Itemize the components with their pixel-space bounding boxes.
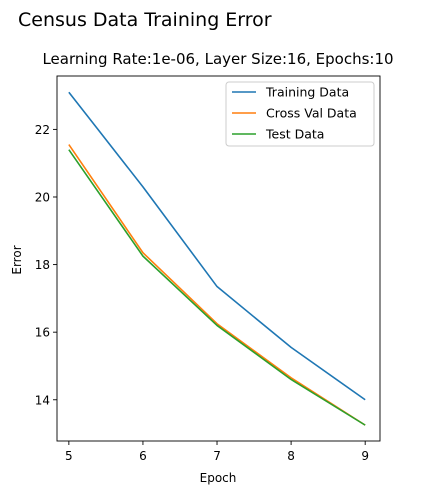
series-line-2 (68, 149, 366, 426)
series-line-0 (68, 91, 366, 401)
legend-box (225, 81, 375, 147)
x-tick-label-1: 6 (139, 449, 147, 463)
chart-suptitle: Census Data Training Error (18, 9, 272, 31)
x-tick-label-0: 5 (65, 449, 73, 463)
x-tick-label-3: 8 (287, 449, 295, 463)
chart-title: Learning Rate:1e-06, Layer Size:16, Epoc… (42, 50, 393, 68)
x-tick-label-2: 7 (213, 449, 221, 463)
legend-label-0: Training Data (265, 85, 349, 100)
y-tick-label-3: 20 (35, 190, 50, 204)
y-axis-label: Error (10, 245, 24, 274)
series-line-1 (68, 144, 366, 426)
y-tick-label-1: 16 (35, 326, 50, 340)
legend-label-1: Cross Val Data (266, 106, 357, 121)
x-axis-label: Epoch (200, 471, 237, 485)
y-tick-label-2: 18 (35, 258, 50, 272)
plot-frame (56, 75, 381, 442)
x-tick-label-4: 9 (361, 449, 369, 463)
y-tick-label-0: 14 (35, 393, 50, 407)
legend-label-2: Test Data (265, 127, 324, 142)
y-tick-label-4: 22 (35, 123, 50, 137)
plot-area: 5 6 7 8 9 14 16 18 20 22 Training Data Cross Val Da… (35, 75, 381, 463)
